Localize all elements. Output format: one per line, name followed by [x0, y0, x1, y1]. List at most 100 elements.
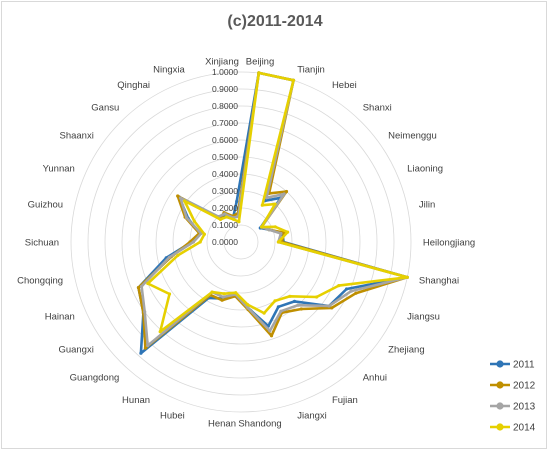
category-label: Neimenggu [388, 131, 437, 142]
data-point [178, 196, 183, 200]
category-label: Sichuan [25, 238, 59, 249]
data-point [246, 306, 250, 310]
category-label: Hebei [332, 80, 357, 91]
data-point [405, 275, 409, 279]
data-point [279, 309, 283, 313]
data-point [140, 284, 144, 288]
tick-label: 0.9000 [212, 84, 238, 94]
legend-label: 2013 [513, 402, 536, 413]
tick-label: 0.5000 [212, 152, 238, 162]
legend-label: 2011 [513, 360, 535, 371]
category-label: Shanghai [419, 275, 459, 286]
data-point [269, 334, 274, 338]
data-point [260, 203, 264, 207]
legend-marker [496, 381, 504, 389]
data-point [330, 306, 334, 310]
data-point [158, 330, 162, 334]
legend-marker [496, 423, 504, 431]
category-label: Hubei [160, 410, 185, 421]
legend-entry: 2014 [490, 423, 536, 434]
data-point [232, 217, 236, 221]
data-point [221, 295, 225, 299]
category-label: Gansu [91, 102, 119, 113]
data-point [354, 291, 358, 295]
grid-ring [223, 224, 259, 260]
category-label: Hainan [45, 311, 75, 322]
grid-ring [121, 122, 361, 362]
category-label: Jiangsu [407, 311, 440, 322]
category-label: Fujian [332, 395, 358, 406]
legend-entry: 2011 [490, 360, 535, 371]
data-point [176, 253, 180, 257]
category-label: Hunan [122, 395, 150, 406]
category-label: Anhui [363, 373, 387, 384]
series-2014 [146, 71, 409, 334]
legend: 2011 2012 2013 2014 [490, 360, 536, 434]
data-point [167, 255, 172, 259]
data-point [273, 225, 277, 229]
chart-title: (c)2011-2014 [227, 13, 322, 30]
data-point [349, 289, 353, 293]
data-point [260, 225, 264, 229]
category-label: Heilongjiang [423, 238, 475, 249]
data-point [224, 215, 229, 219]
category-label: Jiangxi [297, 410, 327, 421]
data-point [264, 196, 269, 200]
tick-label: 0.6000 [212, 135, 238, 145]
legend-marker [496, 402, 504, 410]
legend-marker [496, 360, 504, 368]
category-label: Yunnan [43, 164, 75, 175]
category-label: Guangxi [58, 344, 93, 355]
data-point [288, 294, 292, 298]
tick-label: 0.3000 [212, 186, 238, 196]
data-point [185, 216, 189, 220]
data-point [262, 311, 266, 315]
category-label: Zhejiang [388, 344, 424, 355]
tick-label: 0.4000 [212, 169, 238, 179]
legend-label: 2012 [513, 381, 536, 392]
data-point [191, 240, 195, 244]
data-point [237, 220, 241, 224]
data-point [235, 199, 239, 203]
data-point [286, 230, 290, 234]
legend-label: 2014 [513, 423, 536, 434]
category-labels: Beijing Tianjin Hebei Shanxi Neimenggu Liaoni… [17, 57, 475, 430]
data-point [220, 298, 224, 302]
grid-ring [155, 156, 327, 328]
data-point [273, 299, 277, 303]
data-point [167, 292, 172, 296]
tick-label: 0.1000 [212, 220, 238, 230]
legend-entry: 2013 [490, 402, 536, 413]
data-point [267, 228, 271, 232]
data-point [136, 286, 141, 290]
data-point [296, 303, 300, 307]
data-point [192, 219, 196, 223]
category-label: Beijing [246, 57, 275, 68]
data-point [183, 199, 187, 203]
data-point [143, 310, 147, 314]
category-label: Xinjiang [205, 57, 239, 68]
category-label: Shaanxi [59, 131, 93, 142]
grid-ring [138, 139, 344, 345]
data-point [291, 78, 296, 82]
category-label: Tianjin [297, 65, 325, 76]
data-point [146, 281, 150, 286]
data-point [210, 290, 214, 294]
grid-ring [104, 105, 378, 379]
data-point [273, 202, 277, 206]
data-point [202, 232, 206, 236]
data-point [222, 292, 226, 296]
data-point [234, 291, 238, 295]
data-point [218, 217, 223, 221]
radar-grid [70, 71, 412, 413]
category-label: Jilin [419, 200, 435, 211]
data-point [143, 346, 147, 350]
tick-label: 0.8000 [212, 101, 238, 111]
data-point [337, 284, 341, 288]
category-label: Ningxia [153, 65, 185, 76]
data-point [257, 71, 261, 75]
radial-tick-labels: 0.0000 0.1000 0.2000 0.3000 0.4000 0.5000 0.60… [212, 67, 238, 247]
data-point [223, 212, 227, 216]
category-label: Qinghai [117, 80, 150, 91]
data-point [327, 304, 331, 308]
